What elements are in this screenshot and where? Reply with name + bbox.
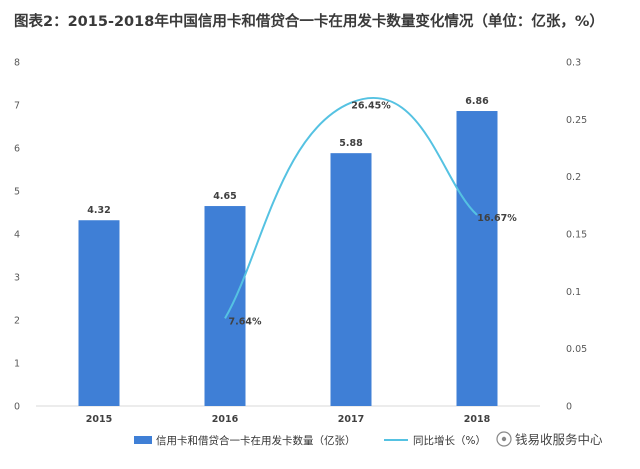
y-left-tick-label: 6 [14, 144, 20, 155]
line-data-label: 16.67% [477, 213, 517, 224]
chart-axes: 0 1 2 3 4 5 6 7 8 0 0.05 0.1 0.15 0.2 0.25 0.3 2015 2016 2… [14, 58, 587, 426]
line-series [224, 96, 478, 319]
y-right-tick-label: 0.05 [566, 344, 587, 355]
x-tick-label: 2015 [86, 414, 112, 425]
y-left-tick-label: 4 [14, 230, 20, 241]
y-left-tick-label: 5 [14, 187, 20, 198]
y-left-tick-label: 8 [14, 58, 20, 69]
x-tick-label: 2016 [212, 414, 239, 425]
bar-data-label: 4.65 [213, 191, 236, 202]
y-left-tick-label: 1 [14, 359, 20, 370]
y-left-tick-label: 0 [14, 402, 20, 413]
y-right-tick-label: 0.25 [566, 115, 587, 126]
y-left-tick-label: 7 [14, 101, 20, 112]
chart-title: 图表2：2015-2018年中国信用卡和借贷合一卡在用发卡数量变化情况（单位：亿… [14, 14, 604, 30]
bar [456, 111, 498, 407]
watermark-logo-icon [496, 431, 512, 447]
bar-series [78, 111, 498, 407]
legend-line-label: 同比增长（%） [413, 434, 486, 447]
watermark-text: 钱易收服务中心 [515, 432, 603, 447]
chart-legend: 信用卡和借贷合一卡在用发卡数量（亿张） 同比增长（%） [134, 434, 486, 447]
bar [330, 153, 372, 406]
bar-data-label: 4.32 [87, 205, 110, 216]
chart-header: 图表2：2015-2018年中国信用卡和借贷合一卡在用发卡数量变化情况（单位：亿… [0, 0, 640, 40]
bar-data-label: 6.86 [465, 96, 489, 107]
y-right-tick-label: 0.15 [566, 230, 587, 241]
legend-bar-label: 信用卡和借贷合一卡在用发卡数量（亿张） [156, 434, 356, 447]
x-tick-label: 2017 [338, 414, 364, 425]
y-right-tick-label: 0.2 [566, 172, 581, 183]
x-tick-label: 2018 [464, 414, 491, 425]
y-left-tick-label: 3 [14, 273, 20, 284]
bar-data-label: 5.88 [339, 138, 363, 149]
y-right-tick-label: 0 [566, 402, 572, 413]
data-labels: 4.32 4.65 5.88 6.86 7.64% 26.45% 16.67% [87, 96, 517, 327]
line-data-label: 7.64% [229, 316, 262, 327]
legend-bar-swatch [134, 436, 152, 444]
y-left-tick-label: 2 [14, 316, 20, 327]
y-right-tick-label: 0.1 [566, 287, 581, 298]
line-data-label: 26.45% [351, 101, 391, 112]
bar [78, 220, 120, 406]
growth-line [224, 96, 478, 319]
watermark: 钱易收服务中心 [496, 431, 603, 447]
bar [204, 206, 246, 406]
y-right-tick-label: 0.3 [566, 58, 581, 69]
